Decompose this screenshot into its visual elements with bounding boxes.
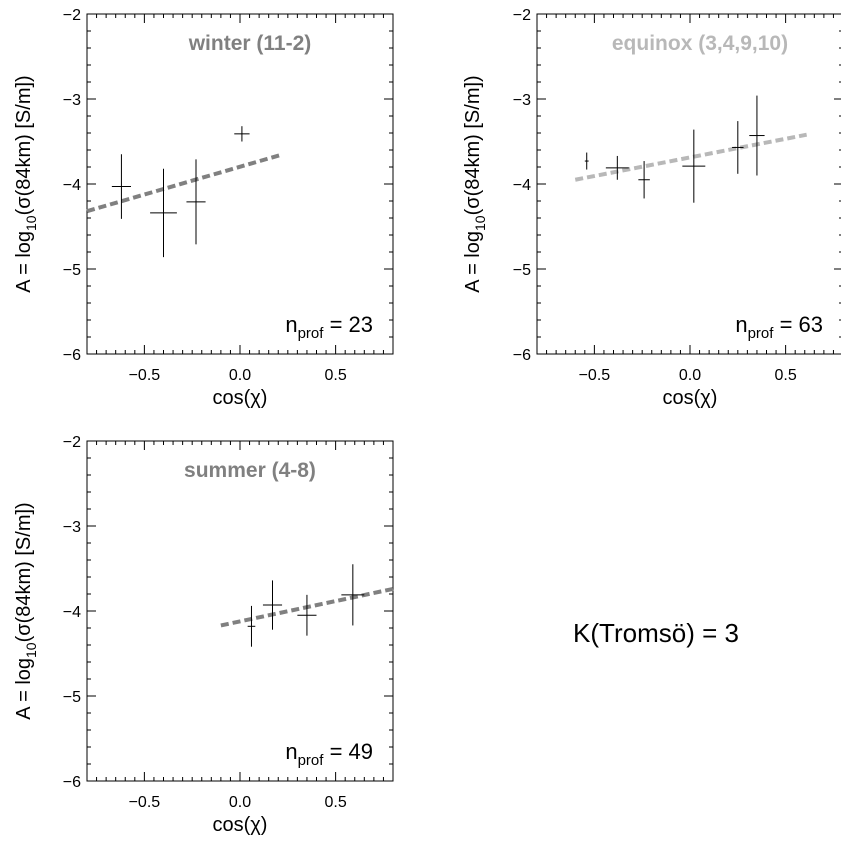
fit-line <box>574 132 808 182</box>
data-point-2 <box>605 155 629 180</box>
data-point-1 <box>111 154 131 219</box>
x-axis-label: cos(χ) <box>663 387 718 409</box>
n-prof-label: nprof = 63 <box>735 312 823 342</box>
panel-title: summer (4-8) <box>184 459 316 482</box>
data-point-3 <box>638 161 650 199</box>
y-axis-label: A = log10(σ(84km) [S/m]) <box>13 502 39 719</box>
x-tick-label: 0.0 <box>229 367 251 384</box>
n-prof-n: n <box>285 312 297 337</box>
x-tick-label: −0.5 <box>129 794 161 811</box>
data-point-1 <box>584 152 589 170</box>
y-axis-label: A = log10(σ(84km) [S/m]) <box>462 75 488 292</box>
panel-title: winter (11-2) <box>188 32 312 55</box>
n-prof-value: = 49 <box>323 739 373 764</box>
fit-line <box>86 153 281 214</box>
n-prof-subscript: prof <box>298 752 325 769</box>
data-point-2 <box>262 580 283 630</box>
y-axis-label-rest: (σ(84km) [S/m]) <box>13 75 35 215</box>
y-tick-label: −5 <box>513 262 531 279</box>
data-point-3 <box>297 594 317 636</box>
data-point-4 <box>682 129 706 203</box>
y-tick-label: −6 <box>63 774 81 791</box>
x-axis-label: cos(χ) <box>213 814 268 836</box>
data-point-2 <box>150 168 177 258</box>
plot-frame <box>86 13 394 355</box>
plot-frame <box>536 13 841 355</box>
y-tick-label: −4 <box>63 177 81 194</box>
y-tick-label: −2 <box>63 434 81 451</box>
y-tick-label: −5 <box>63 262 81 279</box>
x-tick-label: 0.0 <box>679 367 701 384</box>
panel-title: equinox (3,4,9,10) <box>612 32 788 55</box>
data-point-4 <box>234 126 250 142</box>
data-point-5 <box>732 121 744 174</box>
y-tick-label: −3 <box>63 92 81 109</box>
y-axis-label-rest: (σ(84km) [S/m]) <box>462 75 484 215</box>
y-tick-label: −6 <box>513 347 531 364</box>
chart-panel-2: −6 −5 −4 −3 −2 −0.5 0.0 0.5 cos(χ) A = log10(σ(84… <box>462 7 841 409</box>
n-prof-n: n <box>735 312 747 337</box>
plot-frame <box>86 440 394 782</box>
y-axis-label-subscript: 10 <box>23 642 39 658</box>
y-tick-label: −3 <box>513 92 531 109</box>
n-prof-n: n <box>285 739 297 764</box>
x-tick-label: 0.0 <box>229 794 251 811</box>
y-axis-label: A = log10(σ(84km) [S/m]) <box>13 75 39 292</box>
y-axis-label-subscript: 10 <box>472 215 488 231</box>
n-prof-value: = 23 <box>323 312 373 337</box>
y-axis-label-main: A = log <box>13 231 35 293</box>
data-point-1 <box>247 605 256 647</box>
n-prof-label: nprof = 23 <box>285 312 373 342</box>
data-point-3 <box>186 159 206 245</box>
y-tick-label: −3 <box>63 519 81 536</box>
n-prof-subscript: prof <box>748 325 775 342</box>
y-tick-label: −2 <box>63 7 81 24</box>
n-prof-label: nprof = 49 <box>285 739 373 769</box>
x-axis-label: cos(χ) <box>213 387 268 409</box>
y-axis-label-rest: (σ(84km) [S/m]) <box>13 502 35 642</box>
x-tick-label: 0.5 <box>325 794 347 811</box>
n-prof-subscript: prof <box>298 325 325 342</box>
n-prof-value: = 63 <box>773 312 823 337</box>
chart-panel-3: −6 −5 −4 −3 −2 −0.5 0.0 0.5 cos(χ) A = log10(σ(84… <box>13 434 394 836</box>
x-tick-label: −0.5 <box>129 367 161 384</box>
y-axis-label-main: A = log <box>13 658 35 720</box>
y-axis-label-subscript: 10 <box>23 215 39 231</box>
data-point-6 <box>749 95 765 176</box>
x-tick-label: −0.5 <box>579 367 611 384</box>
chart-panel-1: −6 −5 −4 −3 −2 −0.5 0.0 0.5 cos(χ) A = log10(σ(84… <box>13 7 394 409</box>
y-tick-label: −4 <box>513 177 531 194</box>
x-tick-label: 0.5 <box>775 367 797 384</box>
y-tick-label: −5 <box>63 689 81 706</box>
x-tick-label: 0.5 <box>325 367 347 384</box>
y-tick-label: −2 <box>513 7 531 24</box>
data-point-4 <box>341 564 365 626</box>
y-axis-label-main: A = log <box>462 231 484 293</box>
y-tick-label: −6 <box>63 347 81 364</box>
k-tromso-annotation: K(Tromsö) = 3 <box>573 618 739 648</box>
y-tick-label: −4 <box>63 604 81 621</box>
